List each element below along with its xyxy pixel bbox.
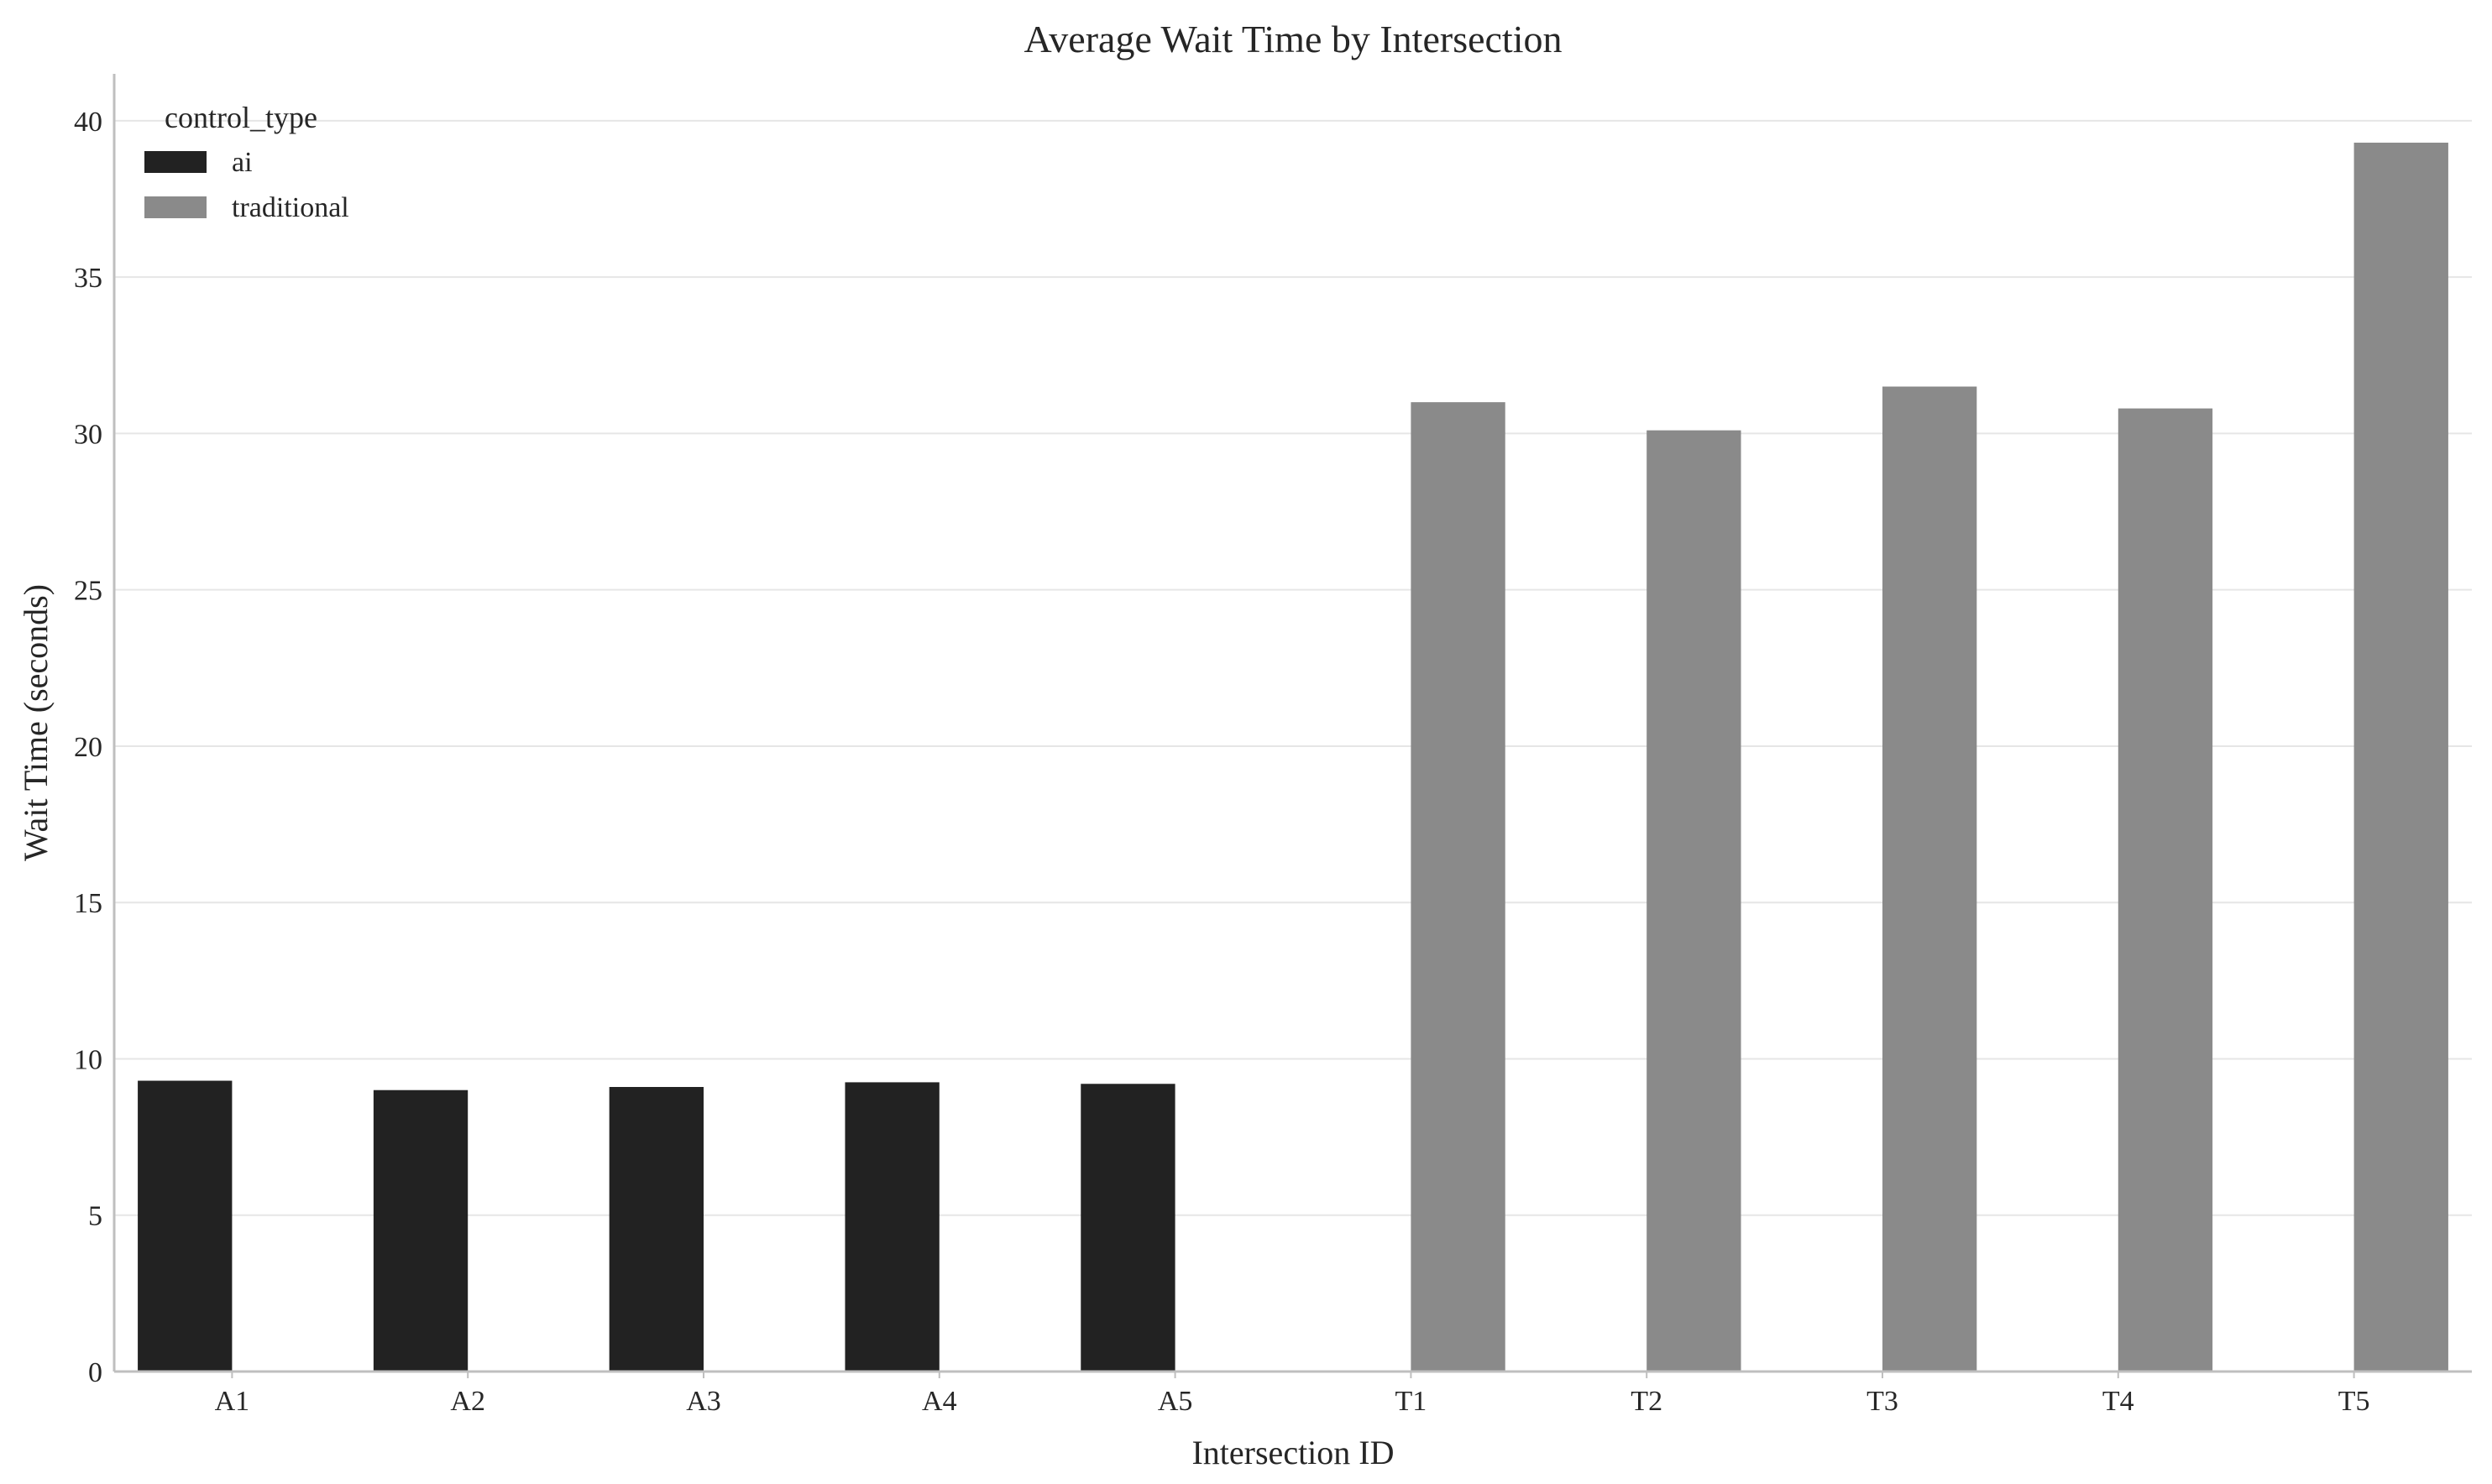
x-tick-label-T3: T3 [1866,1386,1898,1417]
x-tick-label-A3: A3 [686,1386,721,1417]
bar-ai-A3 [609,1086,704,1372]
bar-traditional-T1 [1411,402,1505,1372]
x-axis-label: Intersection ID [1191,1434,1394,1471]
y-tick-label-40: 40 [74,107,102,138]
tick-labels: 0 5 10 15 20 25 30 35 40 A1 A2 A3 A4 A5 T1 T2 T3 T4 T5 [74,107,2369,1417]
legend-label-traditional: traditional [232,192,349,223]
x-tick-label-A4: A4 [922,1386,957,1417]
legend-items: ai traditional [144,147,349,223]
chart-title: Average Wait Time by Intersection [1024,18,1562,60]
bar-traditional-T4 [2118,408,2213,1372]
y-tick-label-0: 0 [88,1357,102,1388]
grid-lines [114,119,2472,1372]
bar-ai-A5 [1081,1084,1175,1372]
x-tick-label-A2: A2 [450,1386,485,1417]
bar-traditional-T2 [1646,430,1741,1372]
bar-ai-A4 [845,1082,940,1372]
y-tick-label-15: 15 [74,888,102,919]
bar-traditional-T5 [2353,142,2448,1372]
legend-swatch-traditional [144,196,207,218]
legend-label-ai: ai [232,147,253,178]
bar-ai-A1 [138,1080,233,1372]
legend-swatch-ai [144,151,207,173]
bar-traditional-T3 [1882,386,1977,1372]
axes [113,74,2472,1373]
y-tick-label-25: 25 [74,576,102,607]
x-tick-label-T5: T5 [2338,1386,2370,1417]
y-tick-label-10: 10 [74,1044,102,1075]
y-tick-label-20: 20 [74,732,102,763]
bar-ai-A2 [373,1089,469,1372]
y-tick-label-5: 5 [88,1201,102,1232]
x-tick-label-T4: T4 [2102,1386,2134,1417]
bars [138,142,2448,1372]
x-tick-label-A1: A1 [215,1386,250,1417]
x-tick-label-T2: T2 [1631,1386,1662,1417]
legend-title: control_type [165,101,317,134]
legend: control_type ai traditional [144,101,349,223]
x-tick-label-T1: T1 [1395,1386,1427,1417]
y-tick-label-30: 30 [74,419,102,450]
x-tick-label-A5: A5 [1158,1386,1193,1417]
y-tick-label-35: 35 [74,263,102,294]
y-axis-label: Wait Time (seconds) [17,584,55,861]
